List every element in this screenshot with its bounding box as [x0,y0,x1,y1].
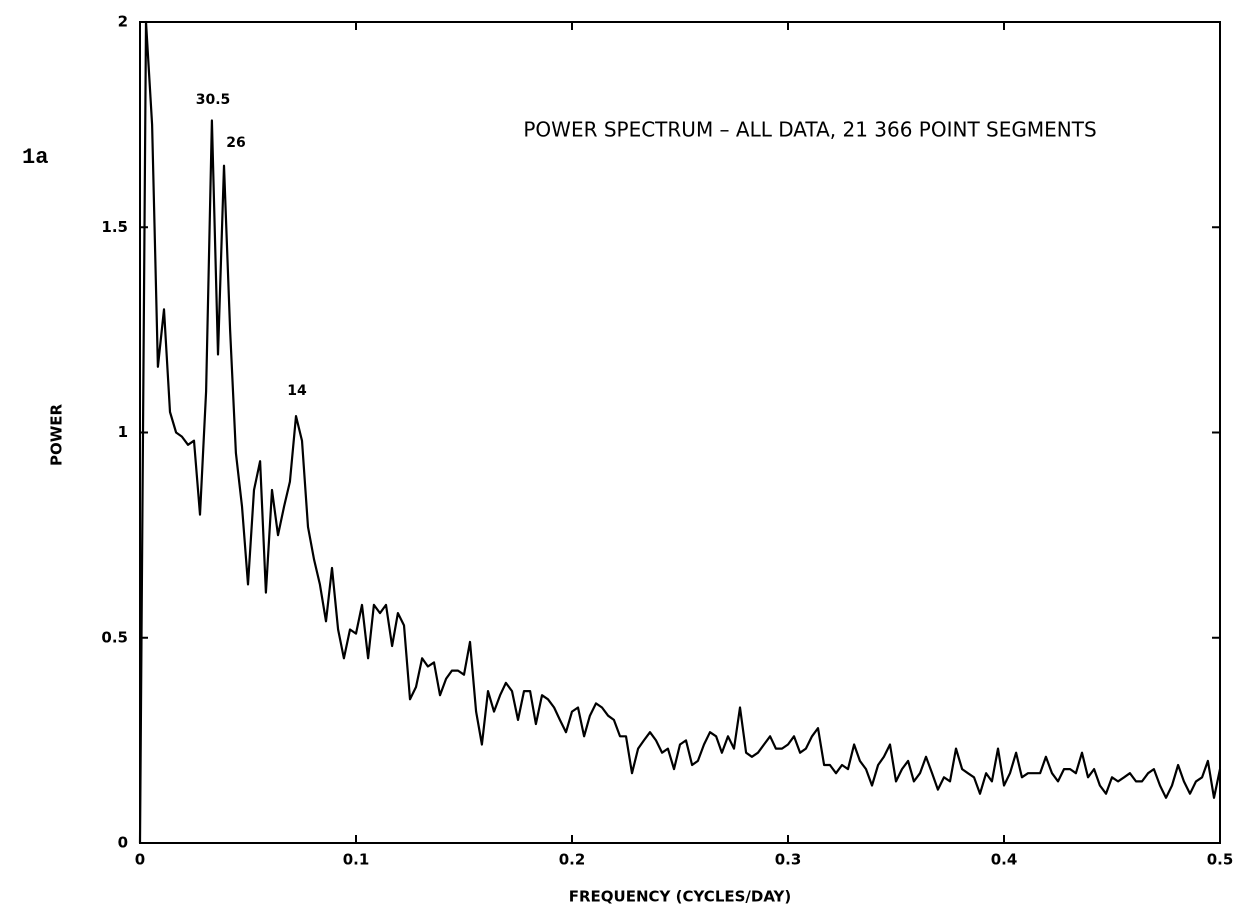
x-tick-label: 0.3 [775,851,802,869]
x-tick-label: 0.4 [991,851,1018,869]
peak-annotation: 14 [287,383,307,399]
y-tick-label: 2 [118,13,128,31]
x-tick-label: 0.1 [343,851,370,869]
peak-annotation: 30.5 [196,92,231,108]
y-tick-label: 1 [118,423,128,441]
y-tick-label: 0 [118,834,128,852]
figure-label: 1a [22,145,48,170]
plot-frame [139,21,1221,844]
y-tick-label: 0.5 [101,628,128,646]
peak-annotation: 26 [226,135,245,151]
x-axis-label: FREQUENCY (CYCLES/DAY) [569,888,792,906]
y-tick-label: 1.5 [101,218,128,236]
power-line [138,20,1222,844]
chart-title: POWER SPECTRUM – ALL DATA, 21 366 POINT … [523,118,1096,142]
x-tick-label: 0.2 [559,851,586,869]
x-tick-label: 0.5 [1207,851,1234,869]
y-axis-label: POWER [48,404,66,467]
x-tick-label: 0 [135,851,145,869]
